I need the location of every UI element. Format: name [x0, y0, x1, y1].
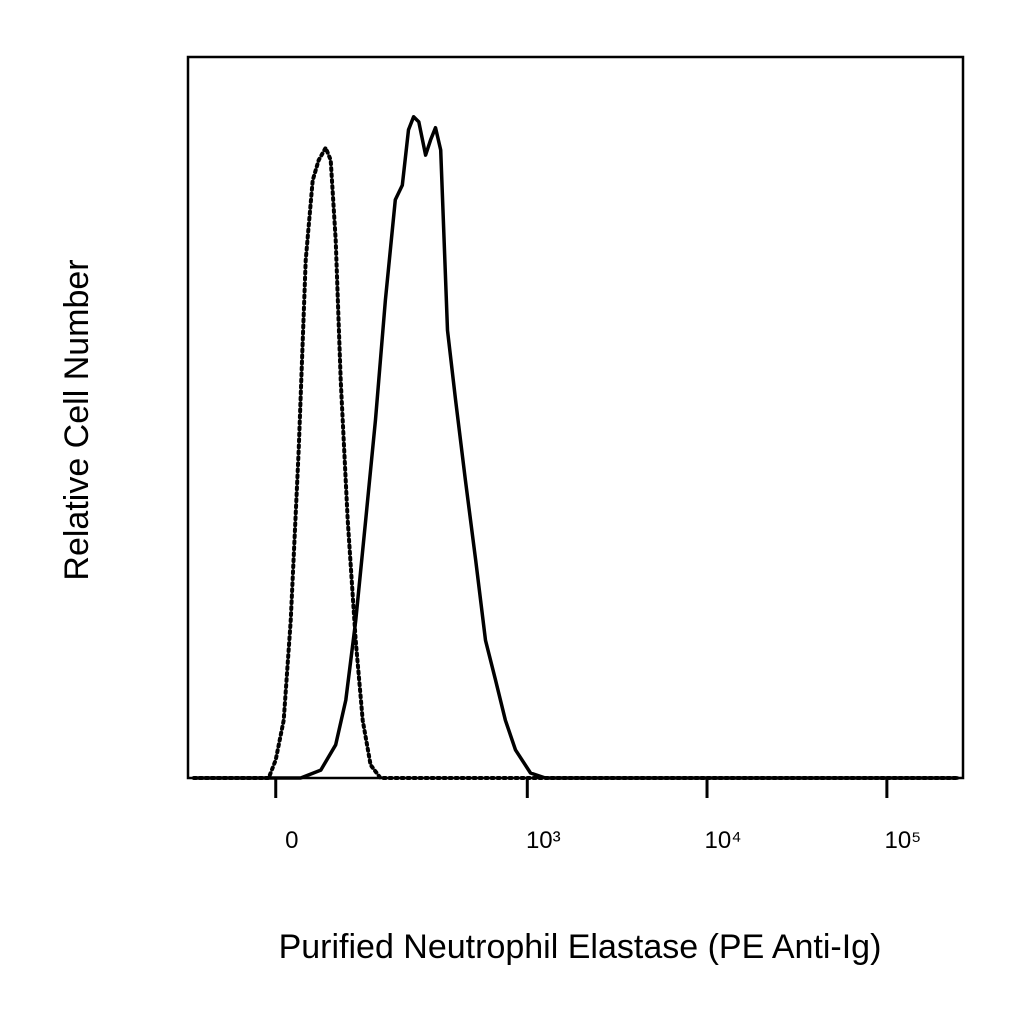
x-tick-label: 10⁴	[705, 827, 742, 854]
plot-frame	[186, 55, 965, 780]
x-tick-label: 10⁵	[885, 827, 922, 854]
x-tick-label: 10³	[526, 827, 561, 854]
x-axis-label: Purified Neutrophil Elastase (PE Anti-Ig…	[279, 928, 882, 966]
histogram-line	[193, 115, 959, 780]
histogram-line	[191, 145, 961, 780]
y-axis-label: Relative Cell Number	[58, 259, 96, 580]
x-tick-label: 0	[285, 827, 298, 854]
